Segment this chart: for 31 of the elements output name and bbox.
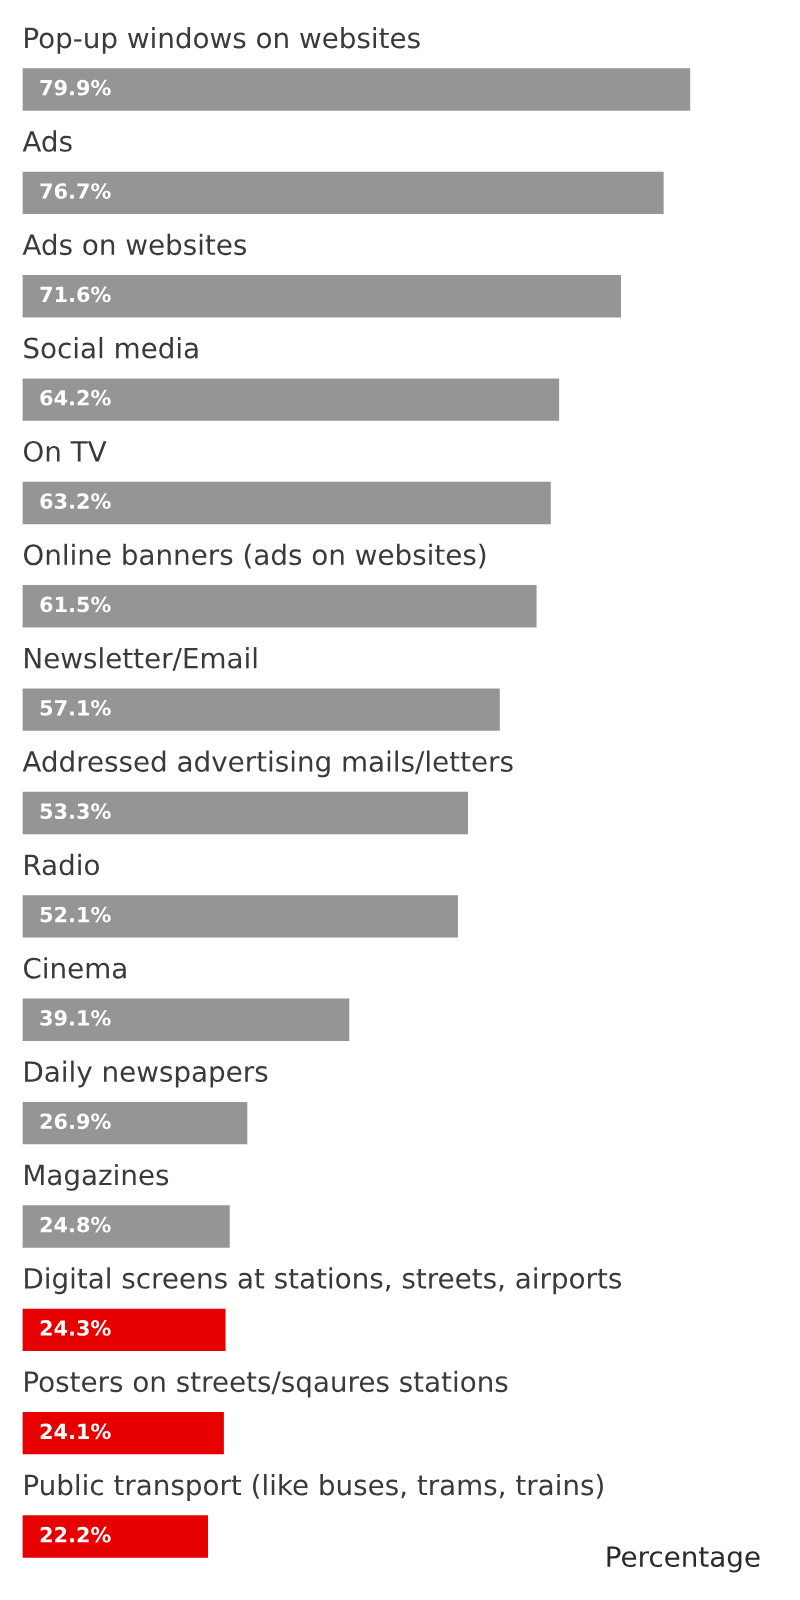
data-label: 57.1%: [40, 699, 111, 716]
y-tick-label: Ads on websites: [22, 233, 247, 256]
data-label: 71.6%: [40, 286, 111, 303]
data-label: 61.5%: [40, 596, 111, 613]
y-tick-label: Ads: [22, 130, 72, 152]
y-tick-label: Radio: [25, 853, 99, 876]
y-tick-label: Posters on streets/sqaures stations: [25, 1370, 508, 1398]
y-tick-label: Digital screens at stations, streets, airports: [25, 1267, 621, 1295]
data-label: 79.9%: [40, 79, 111, 96]
data-label: 53.3%: [40, 803, 111, 820]
y-tick-label: Magazines: [25, 1163, 169, 1191]
data-label: 63.2%: [40, 493, 111, 509]
data-label: 52.1%: [40, 906, 111, 923]
x-axis-title: Percentage: [607, 1546, 760, 1573]
y-tick-label: Newsletter/Email: [25, 647, 257, 671]
data-label: 39.1%: [40, 1010, 111, 1026]
y-tick-label: Cinema: [23, 957, 126, 979]
y-tick-label: Public transport (like buses, trams, trains): [25, 1474, 603, 1501]
data-label: 24.3%: [40, 1320, 111, 1336]
data-label: 64.2%: [40, 389, 111, 406]
y-tick-label: Daily newspapers: [25, 1060, 268, 1088]
y-tick-label: Online banners (ads on websites): [23, 543, 486, 569]
y-tick-label: Pop-up windows on websites: [25, 26, 420, 54]
y-tick-label: Social media: [24, 337, 198, 359]
y-tick-label: Addressed advertising mails/letters: [22, 750, 513, 778]
data-label: 26.9%: [40, 1113, 111, 1130]
data-label: 76.7%: [40, 183, 111, 199]
y-tick-label: On TV: [23, 440, 107, 462]
data-label: 22.2%: [40, 1526, 111, 1543]
data-label: 24.1%: [40, 1423, 111, 1440]
data-label: 24.8%: [40, 1216, 111, 1233]
